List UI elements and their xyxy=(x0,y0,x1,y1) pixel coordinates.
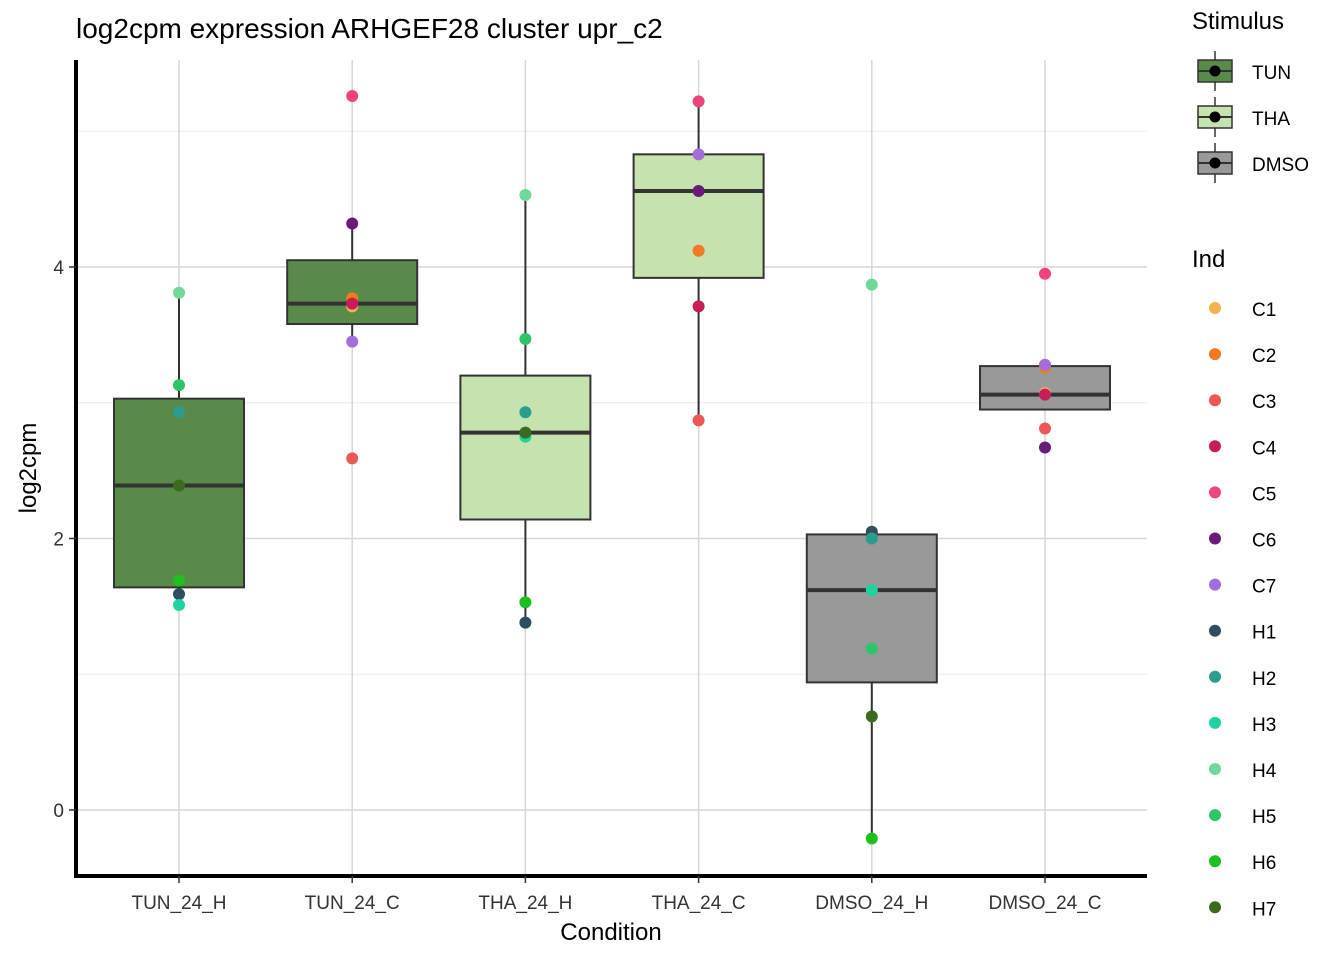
box-THA_24_C xyxy=(632,153,765,279)
point-C5 xyxy=(692,95,705,108)
point-H6 xyxy=(519,596,532,609)
point-H2 xyxy=(865,532,878,545)
legend-ind-swatch xyxy=(1209,716,1221,729)
point-H5 xyxy=(865,642,878,655)
x-tick-label: TUN_24_H xyxy=(131,893,226,914)
legend-ind-label: H6 xyxy=(1252,853,1276,874)
point-C7 xyxy=(346,335,359,348)
legend-ind-label: C2 xyxy=(1252,346,1276,367)
y-tick-label: 4 xyxy=(53,258,64,279)
legend-key-point xyxy=(1209,157,1221,169)
box-THA_24_H xyxy=(459,374,592,521)
point-C4 xyxy=(346,297,359,310)
legend-ind-swatch xyxy=(1209,348,1221,361)
legend-key-point xyxy=(1209,65,1221,77)
legend-ind-swatch xyxy=(1209,670,1221,683)
legend-ind-swatch xyxy=(1209,302,1221,314)
legend-ind-swatch xyxy=(1209,763,1221,775)
legend-ind-label: H1 xyxy=(1252,623,1276,644)
legend-ind-swatch xyxy=(1209,901,1221,914)
legend-ind-swatch xyxy=(1209,809,1221,822)
point-C5 xyxy=(346,89,359,102)
point-H6 xyxy=(173,574,185,587)
legend-ind-swatch xyxy=(1209,440,1221,453)
point-C6 xyxy=(1039,441,1051,454)
point-H1 xyxy=(519,616,532,629)
legend-ind-swatch xyxy=(1209,624,1221,637)
y-axis-label: log2cpm xyxy=(15,423,42,514)
point-C6 xyxy=(692,184,705,197)
point-H6 xyxy=(865,832,878,845)
point-H4 xyxy=(173,286,185,299)
legend-key-point xyxy=(1209,111,1221,123)
legend-ind-label: H5 xyxy=(1252,807,1276,828)
legend-ind-label: H7 xyxy=(1252,899,1276,920)
x-axis-label: Condition xyxy=(560,919,661,946)
point-C5 xyxy=(1039,267,1051,280)
y-tick-label: 0 xyxy=(53,801,64,822)
point-H4 xyxy=(519,189,532,202)
legend-ind-label: C3 xyxy=(1252,392,1276,413)
x-tick-label: DMSO_24_H xyxy=(815,893,928,914)
point-C4 xyxy=(1039,388,1051,401)
legend-stimulus-label: THA xyxy=(1252,109,1290,130)
legend-ind-swatch xyxy=(1209,486,1221,499)
legend-ind-label: H3 xyxy=(1252,715,1276,736)
x-tick-label: DMSO_24_C xyxy=(989,893,1102,914)
legend-ind-label: C7 xyxy=(1252,577,1276,598)
point-H1 xyxy=(173,588,185,601)
legend-ind-label: C6 xyxy=(1252,531,1276,552)
point-C4 xyxy=(692,300,705,313)
legend-ind-swatch xyxy=(1209,394,1221,407)
legend-ind-swatch xyxy=(1209,532,1221,545)
legend-ind-swatch xyxy=(1209,578,1221,591)
x-tick-label: THA_24_H xyxy=(478,893,572,914)
point-H5 xyxy=(519,332,532,345)
point-C7 xyxy=(1039,358,1051,371)
point-C3 xyxy=(346,452,359,465)
legend-ind-label: C4 xyxy=(1252,438,1277,459)
point-C6 xyxy=(346,217,359,230)
x-tick-label: THA_24_C xyxy=(652,893,746,914)
point-C3 xyxy=(692,414,705,427)
point-H4 xyxy=(865,278,878,291)
y-tick-label: 2 xyxy=(53,530,64,551)
legend-ind-label: H2 xyxy=(1252,669,1276,690)
box-TUN_24_C xyxy=(286,259,419,326)
point-H3 xyxy=(173,599,185,612)
legend-stimulus-label: TUN xyxy=(1252,63,1291,84)
chart-title: log2cpm expression ARHGEF28 cluster upr_… xyxy=(76,13,663,44)
legend-stimulus-label: DMSO xyxy=(1252,155,1309,176)
box-TUN_24_H xyxy=(113,397,245,589)
box-DMSO_24_H xyxy=(805,533,938,684)
legend-ind-title: Ind xyxy=(1192,246,1225,273)
point-H3 xyxy=(865,584,878,597)
point-C7 xyxy=(692,148,705,161)
point-H7 xyxy=(865,710,878,723)
point-C2 xyxy=(692,244,705,257)
point-H2 xyxy=(519,406,532,419)
legend-ind-label: C1 xyxy=(1252,300,1276,321)
point-H7 xyxy=(173,479,185,492)
point-H5 xyxy=(173,379,185,392)
legend-ind-label: H4 xyxy=(1252,761,1277,782)
point-H7 xyxy=(519,426,532,439)
point-C3 xyxy=(1039,422,1051,435)
legend-stimulus-title: Stimulus xyxy=(1192,8,1284,35)
legend-ind-label: C5 xyxy=(1252,484,1276,505)
point-H2 xyxy=(173,406,185,419)
legend-ind-swatch xyxy=(1209,855,1221,868)
x-tick-label: TUN_24_C xyxy=(305,893,400,914)
